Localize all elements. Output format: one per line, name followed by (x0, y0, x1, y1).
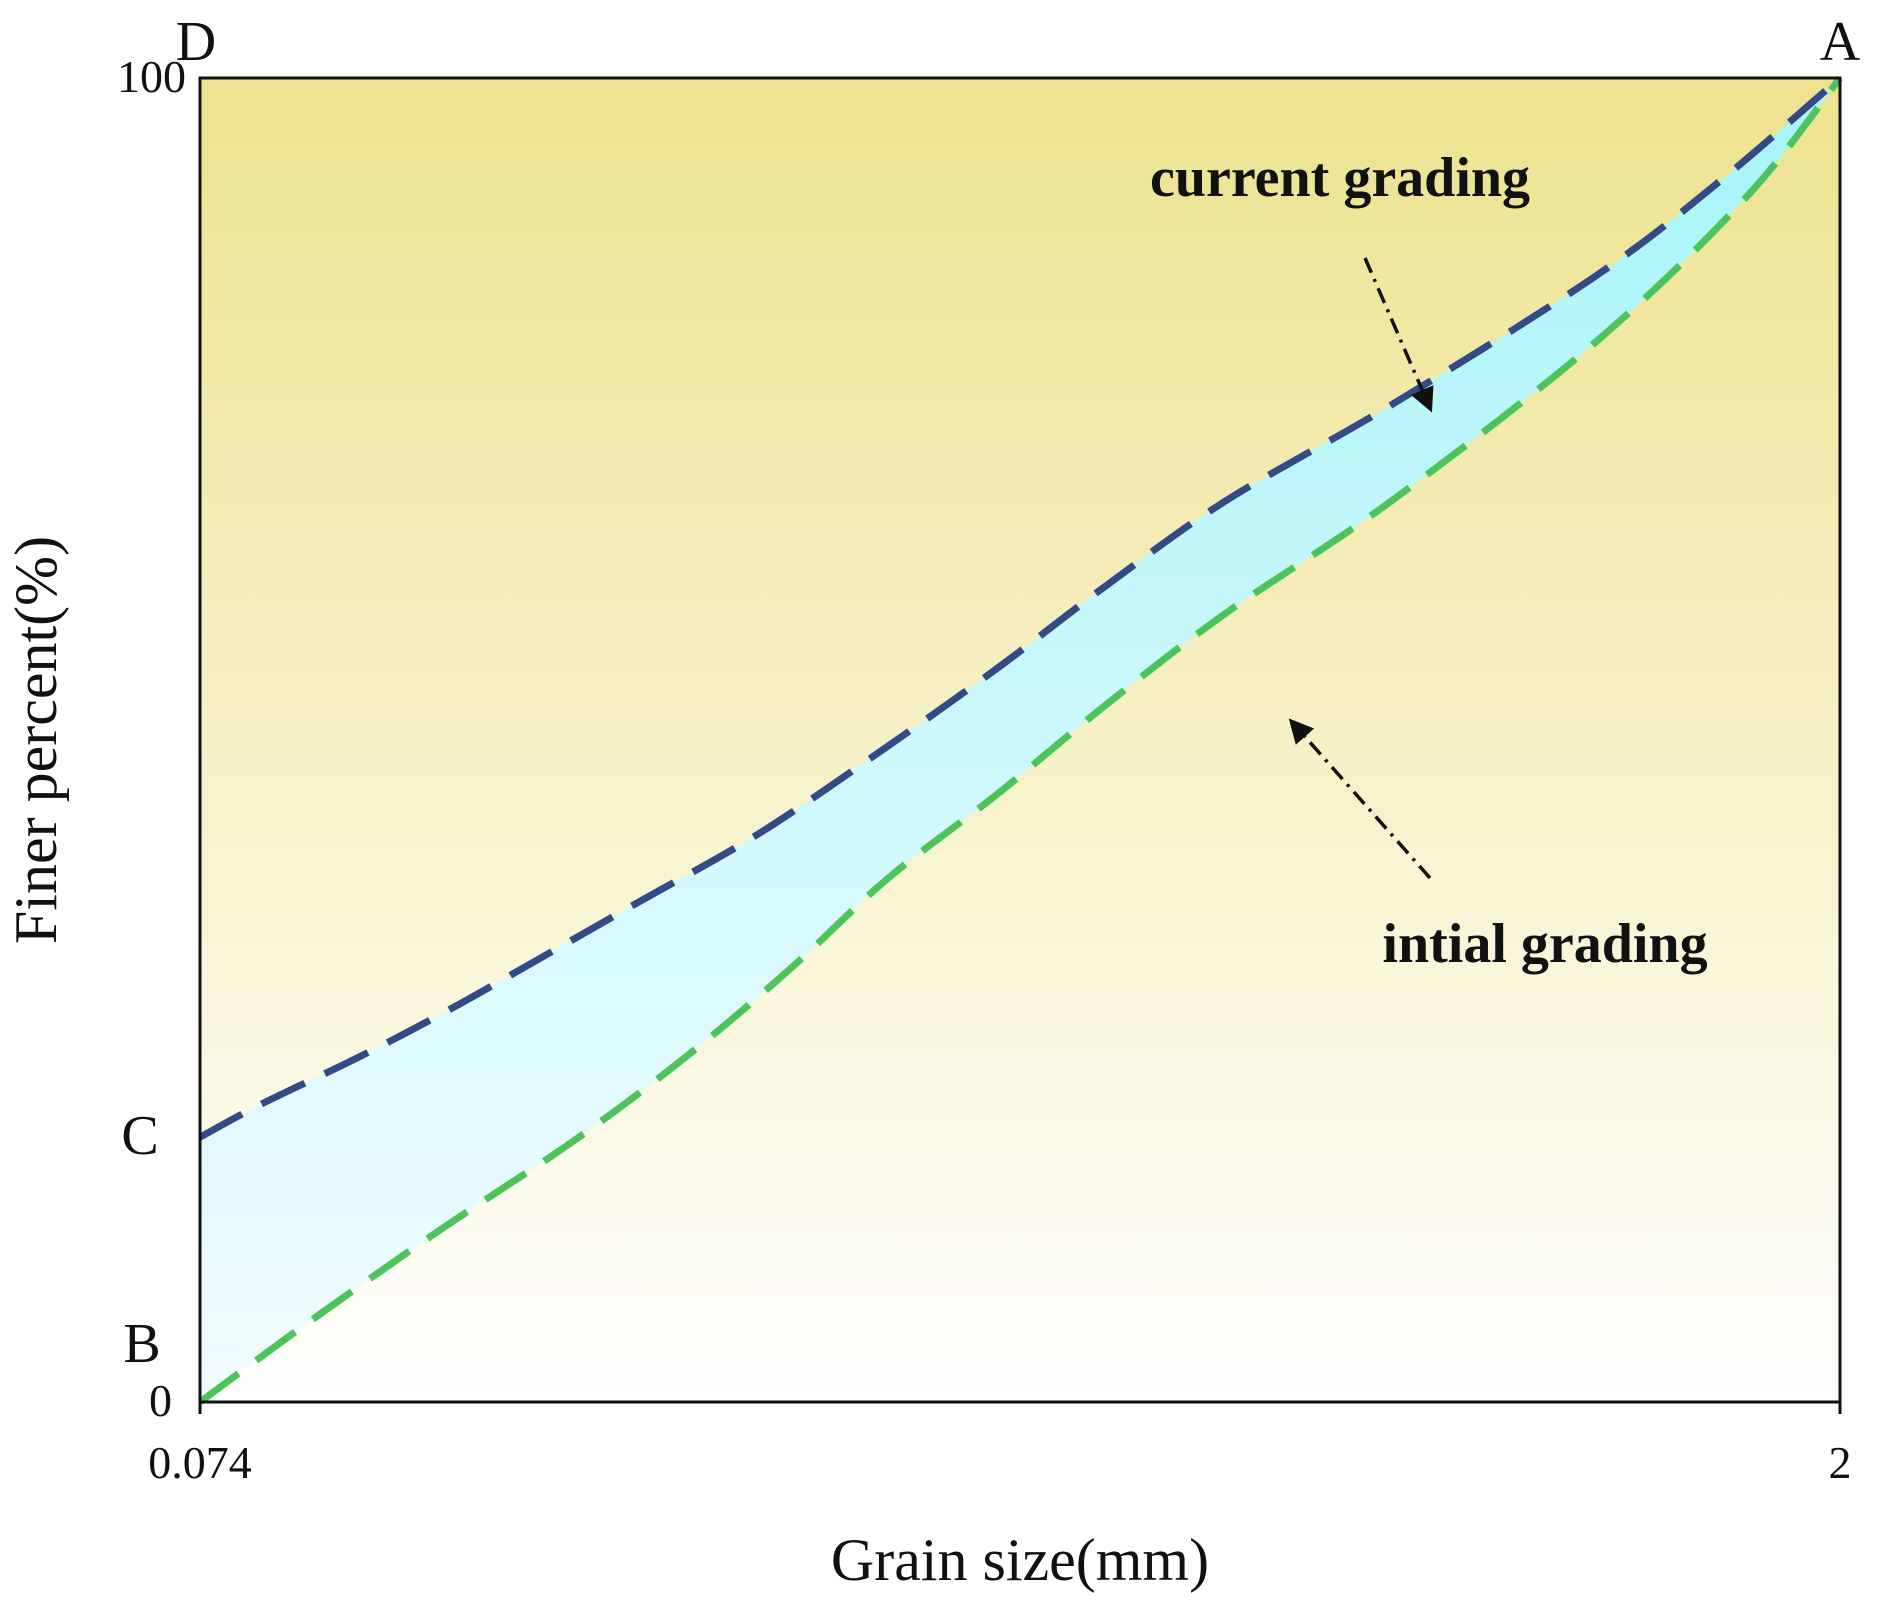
corner-label-d: D (176, 11, 216, 73)
current-grading-label: current grading (1150, 147, 1530, 209)
y-axis-title: Finer percent(%) (3, 536, 69, 944)
intial-grading-label: intial grading (1382, 913, 1707, 975)
x-tick-label-max: 2 (1829, 1437, 1852, 1488)
plot-frame (198, 76, 1842, 1404)
intial-grading-line (197, 75, 1843, 1405)
current-grading-arrow (1363, 257, 1434, 413)
intial-grading-arrow (1288, 718, 1432, 880)
corner-label-b: B (123, 1313, 160, 1375)
current-grading-line (198, 75, 1843, 1141)
x-tick-label-min: 0.074 (148, 1437, 252, 1488)
corner-label-c: C (121, 1105, 158, 1167)
corner-label-a: A (1820, 11, 1861, 73)
y-tick-label-min: 0 (149, 1375, 172, 1426)
y-tick-label-max: 100 (117, 51, 186, 102)
x-axis-title: Grain size(mm) (831, 1527, 1209, 1593)
